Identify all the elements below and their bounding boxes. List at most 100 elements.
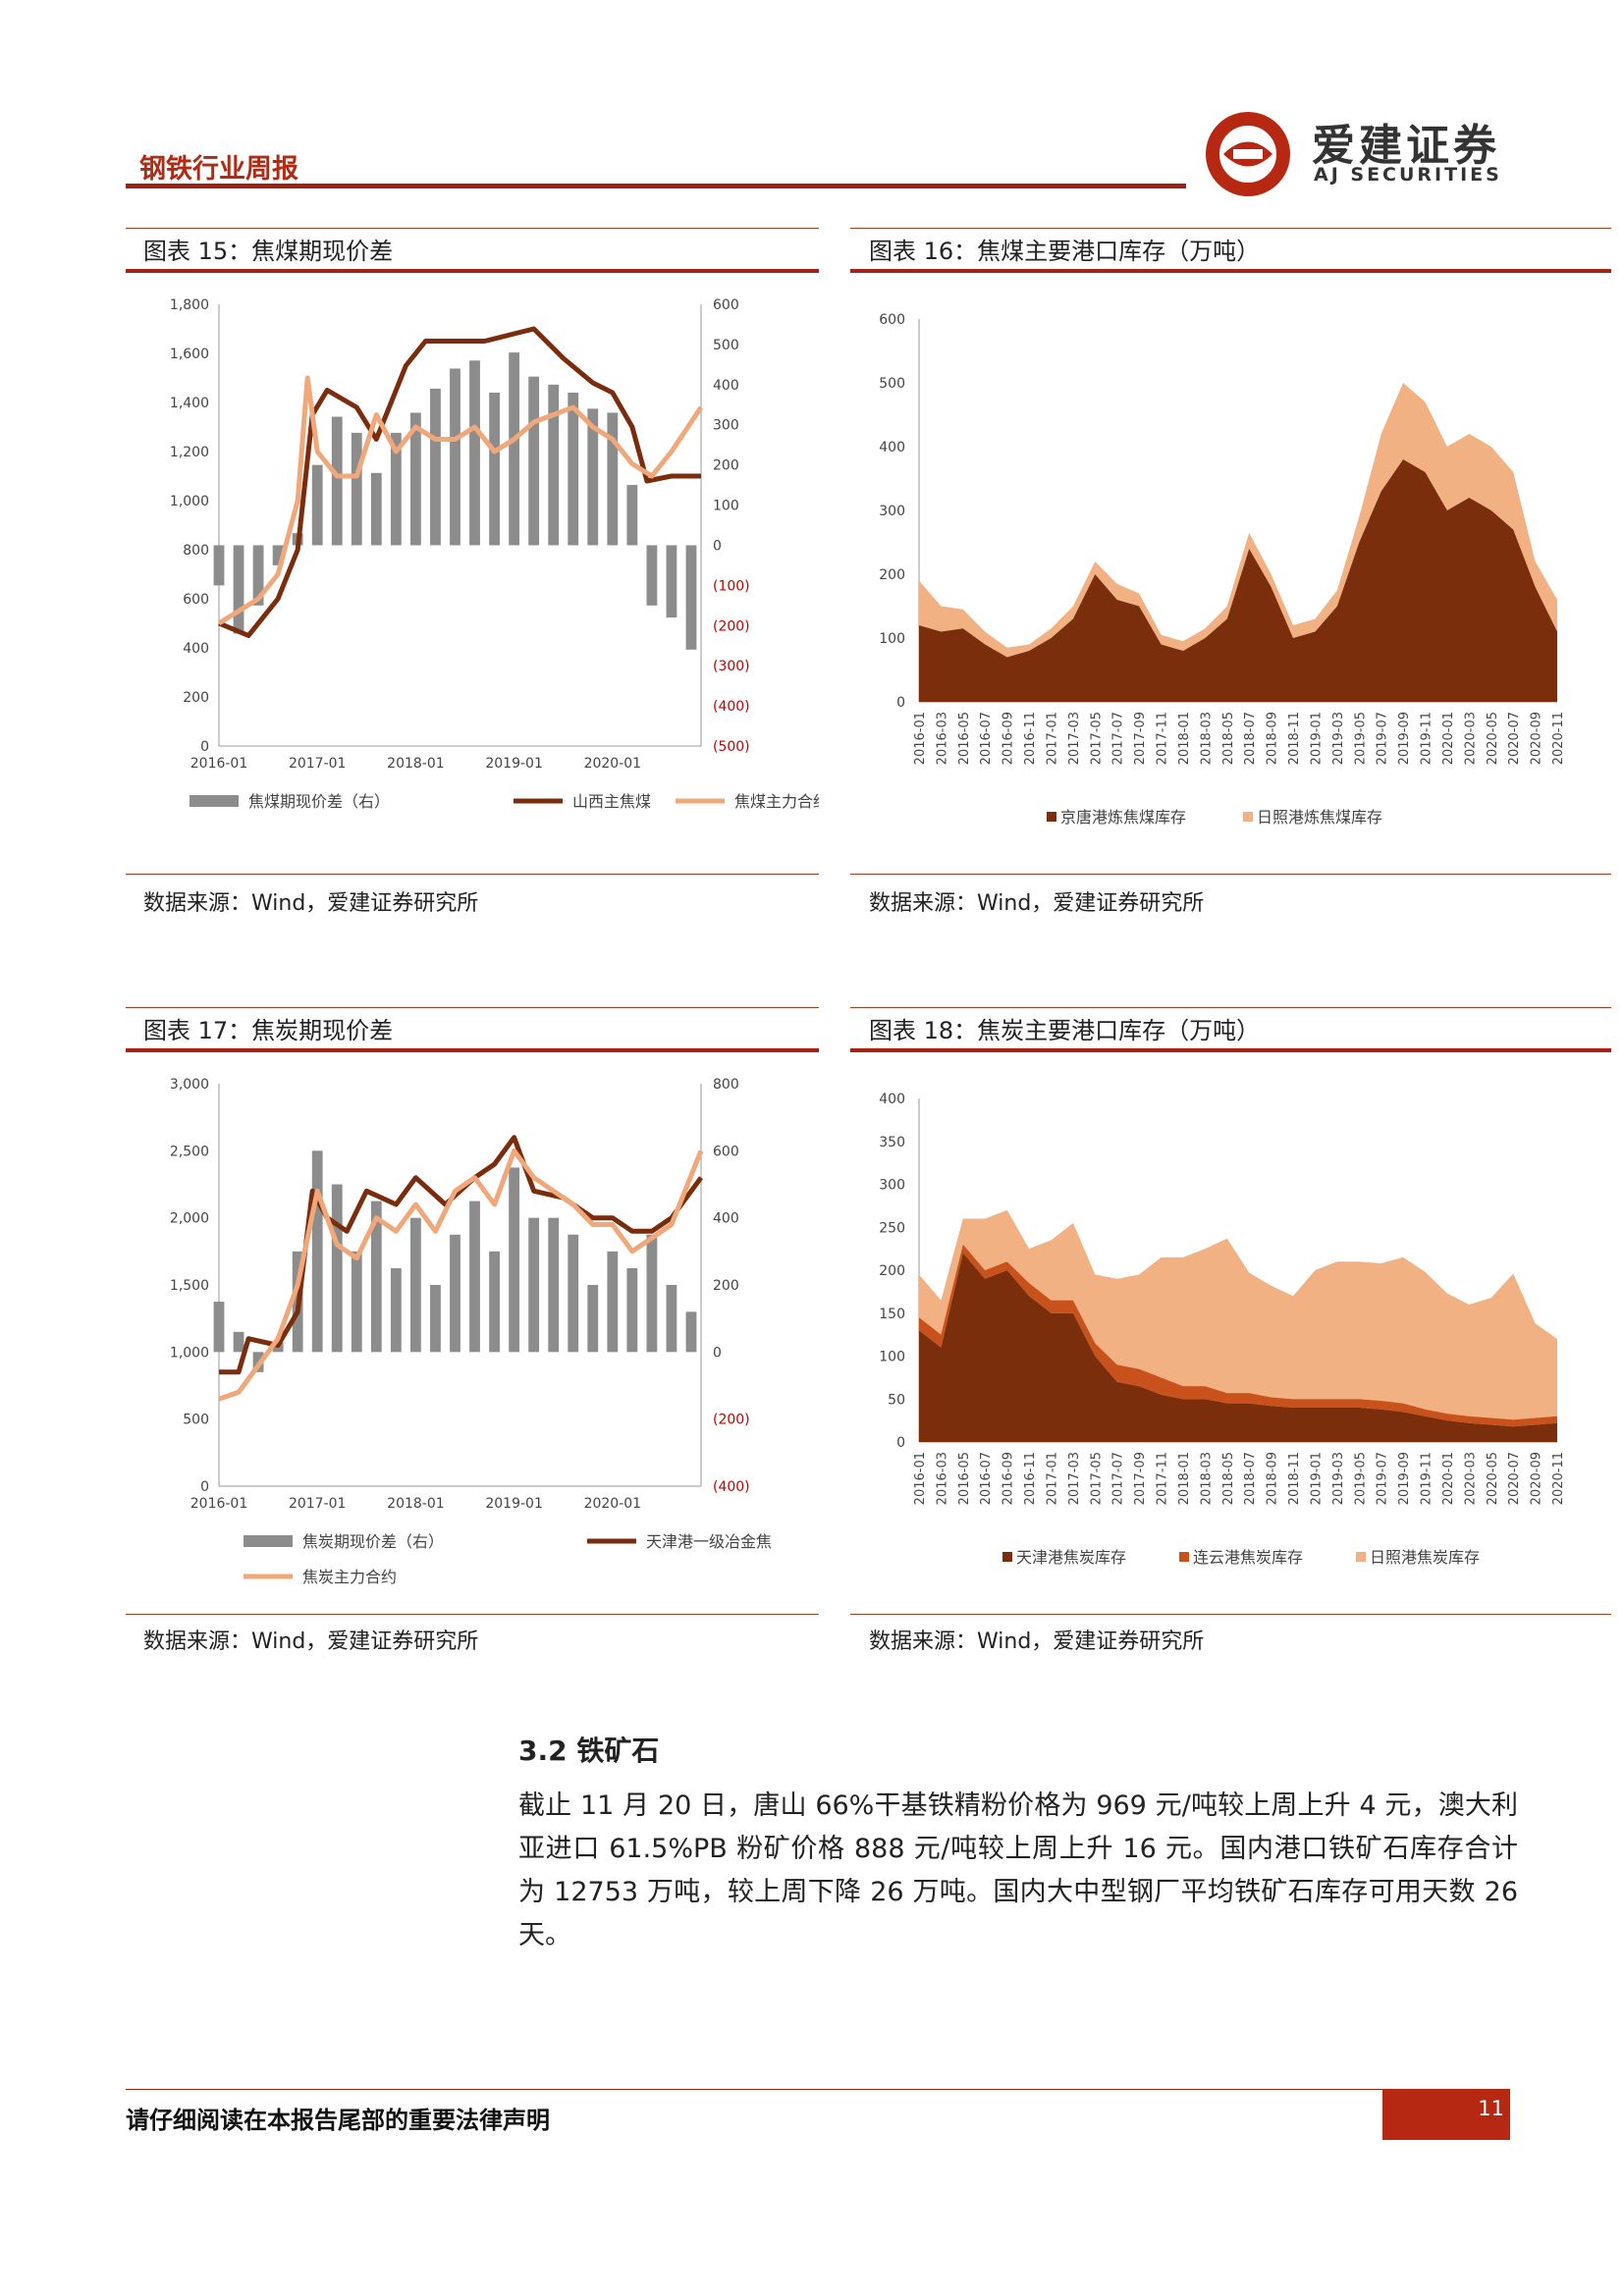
x-tick-label: 2018-01: [387, 756, 445, 772]
basis-bar: [410, 1217, 421, 1353]
x-tick-label: 2019-03: [1331, 712, 1346, 765]
x-tick-label: 2020-01: [584, 1496, 642, 1512]
basis-bar: [568, 1234, 579, 1353]
right-tick-label: 300: [713, 418, 739, 434]
logo-mark-icon: [1206, 112, 1290, 196]
left-tick-label: 2,000: [170, 1211, 209, 1227]
chart-coking-coal-basis: 0 200 400 600 800 1,000 1,200 1,400 1,600 1,800 60…: [170, 297, 819, 811]
left-tick-label: 0: [200, 739, 209, 755]
basis-bar: [331, 1184, 343, 1353]
basis-bar: [450, 1234, 460, 1353]
left-tick-label: 1,600: [170, 347, 209, 362]
basis-bar: [252, 545, 264, 606]
x-tick-label: 2019-07: [1376, 1452, 1390, 1505]
right-tick-label: 100: [713, 499, 739, 514]
legend-swatch: [1179, 1552, 1189, 1562]
left-tick-label: 3,000: [170, 1077, 209, 1093]
x-tick-label: 2019-05: [1353, 712, 1368, 765]
right-tick-label: (100): [713, 578, 750, 594]
y-tick-label: 0: [896, 695, 905, 711]
x-tick-label: 2018-07: [1243, 712, 1258, 765]
legend-label: 焦炭期现价差（右）: [302, 1532, 444, 1551]
right-tick-label: 400: [713, 1211, 739, 1227]
x-tick-label: 2018-01: [1177, 1452, 1192, 1505]
x-tick-label: 2017-07: [1111, 712, 1126, 765]
x-tick-label: 2020-05: [1486, 712, 1500, 765]
x-tick-label: 2016-05: [957, 712, 972, 765]
basis-bar: [666, 545, 677, 618]
x-tick-label: 2019-07: [1376, 712, 1390, 765]
left-tick-label: 1,000: [170, 1345, 209, 1361]
basis-bar: [410, 412, 421, 546]
legend-label: 天津港一级冶金焦: [646, 1532, 772, 1551]
right-tick-label: (300): [713, 659, 750, 674]
panel-top-rule: [126, 228, 819, 229]
legend-label: 天津港焦炭库存: [1016, 1548, 1126, 1567]
left-tick-label: 600: [183, 592, 209, 608]
legend-label: 焦煤期现价差（右）: [248, 792, 390, 811]
x-tick-label: 2020-03: [1463, 712, 1478, 765]
section-heading: 3.2 铁矿石: [518, 1735, 660, 1767]
basis-bar: [528, 1217, 540, 1353]
x-tick-label: 2016-11: [1023, 1452, 1038, 1505]
y-tick-label: 350: [879, 1135, 905, 1150]
series-area: [919, 459, 1557, 702]
panel-caption-rule: [126, 1048, 819, 1052]
x-tick-label: 2019-01: [1309, 712, 1324, 765]
y-tick-label: 600: [879, 312, 905, 328]
x-tick-label: 2017-11: [1156, 712, 1170, 765]
basis-bar: [272, 545, 284, 565]
x-tick-label: 2016-03: [935, 712, 949, 765]
basis-bar: [548, 384, 560, 546]
right-tick-label: 500: [713, 338, 739, 353]
basis-bar: [450, 368, 460, 546]
section-paragraph: 截止 11 月 20 日，唐山 66%干基铁精粉价格为 969 元/吨较上周上升…: [518, 1790, 1518, 1950]
x-tick-label: 2019-09: [1397, 712, 1412, 765]
basis-bar: [430, 1285, 441, 1353]
y-tick-label: 300: [879, 504, 905, 519]
basis-bar: [646, 1234, 658, 1353]
x-tick-label: 2017-03: [1067, 1452, 1082, 1505]
x-tick-label: 2016-01: [190, 1496, 248, 1512]
left-tick-label: 0: [200, 1479, 209, 1495]
x-tick-label: 2019-01: [1309, 1452, 1324, 1505]
panel-top-rule: [850, 1007, 1611, 1008]
x-tick-label: 2017-07: [1111, 1452, 1126, 1505]
series-area: [919, 1253, 1557, 1442]
right-tick-label: (200): [713, 1413, 750, 1428]
left-tick-label: 2,500: [170, 1144, 209, 1159]
x-tick-label: 2017-01: [289, 756, 347, 772]
x-tick-label: 2019-05: [1353, 1452, 1368, 1505]
basis-bar: [233, 1331, 244, 1353]
basis-bar: [509, 1167, 520, 1353]
chart-coke-port-inventory: 0 50 100 150 200 250 300 350 400 2016-01 2016-03 20…: [879, 1092, 1566, 1567]
footer-rule: [126, 2089, 1510, 2090]
chart-coke-basis: 0 500 1,000 1,500 2,000 2,500 3,000 800 600 400 20…: [170, 1077, 772, 1586]
left-tick-label: 1,000: [170, 494, 209, 509]
y-tick-label: 400: [879, 1092, 905, 1107]
basis-bar: [430, 388, 441, 546]
basis-bar: [548, 1217, 560, 1353]
left-tick-label: 400: [183, 641, 209, 657]
x-tick-label: 2020-01: [1441, 1452, 1456, 1505]
x-tick-label: 2017-05: [1089, 1452, 1104, 1505]
x-tick-label: 2017-01: [289, 1496, 347, 1512]
x-tick-label: 2020-11: [1551, 712, 1566, 765]
figure-caption-17: 图表 17：焦炭期现价差: [143, 1017, 394, 1044]
x-tick-label: 2016-07: [979, 712, 994, 765]
x-tick-label: 2016-01: [913, 712, 928, 765]
basis-bar: [666, 1285, 677, 1353]
legend-swatch: [244, 1535, 293, 1547]
series-line: [218, 1148, 704, 1402]
right-tick-label: 0: [713, 1345, 722, 1361]
x-tick-label: 2018-07: [1243, 1452, 1258, 1505]
x-tick-label: 2020-07: [1507, 1452, 1522, 1505]
series-area: [919, 383, 1557, 658]
x-tick-label: 2020-01: [584, 756, 642, 772]
figure-source-15: 数据来源：Wind，爱建证券研究所: [143, 891, 479, 916]
basis-bar: [311, 1150, 323, 1353]
basis-bar: [233, 545, 244, 634]
y-tick-label: 100: [879, 631, 905, 647]
x-tick-label: 2018-09: [1266, 712, 1280, 765]
x-tick-label: 2018-11: [1287, 712, 1302, 765]
